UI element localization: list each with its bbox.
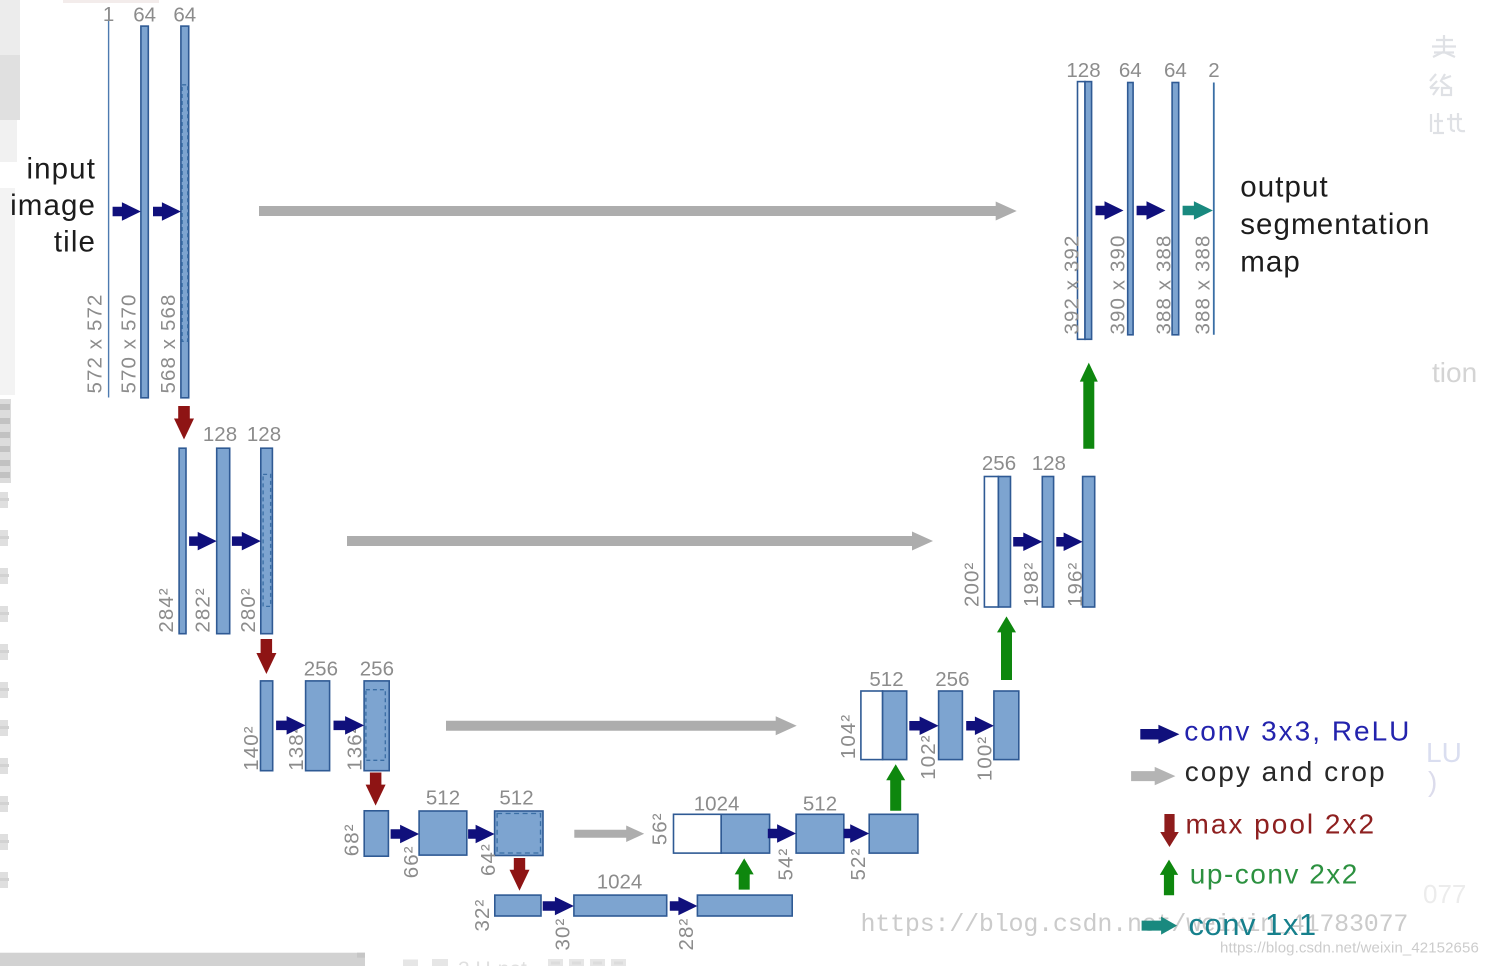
svg-text:64: 64 [173, 4, 196, 27]
svg-text:198²: 198² [1020, 562, 1043, 607]
svg-text:image: image [10, 189, 96, 222]
svg-text:28²: 28² [675, 918, 698, 951]
svg-text:100²: 100² [974, 736, 997, 781]
svg-text:284²: 284² [155, 587, 178, 632]
svg-text:077: 077 [1423, 879, 1466, 909]
svg-text:52²: 52² [847, 848, 870, 881]
svg-text:segmentation: segmentation [1240, 208, 1430, 241]
svg-text:3 U-net: 3 U-net [458, 958, 527, 966]
svg-text:2: 2 [1208, 59, 1219, 82]
svg-text:104²: 104² [837, 714, 860, 759]
svg-text:256: 256 [935, 668, 969, 691]
svg-text:map: map [1240, 245, 1301, 278]
svg-text:conv 3x3, ReLU: conv 3x3, ReLU [1184, 715, 1411, 746]
svg-text:64: 64 [133, 4, 156, 27]
svg-text:512: 512 [869, 668, 903, 691]
svg-text:32²: 32² [471, 899, 494, 932]
svg-text:390 x 390: 390 x 390 [1107, 235, 1130, 335]
svg-text:1024: 1024 [597, 871, 643, 894]
svg-text:1024: 1024 [694, 793, 740, 816]
svg-text:128: 128 [1066, 59, 1100, 82]
svg-text:tile: tile [54, 226, 96, 259]
svg-text:196²: 196² [1064, 562, 1087, 607]
svg-text:https://blog.csdn.net/weixin_4: https://blog.csdn.net/weixin_42152656 [1220, 940, 1479, 957]
svg-text:256: 256 [304, 658, 338, 681]
svg-text:572 x 572: 572 x 572 [84, 294, 107, 394]
svg-text:copy and crop: copy and crop [1185, 756, 1387, 787]
svg-text:tion: tion [1432, 357, 1477, 388]
svg-text:512: 512 [499, 787, 533, 810]
svg-text:512: 512 [803, 793, 837, 816]
svg-text:68²: 68² [341, 823, 364, 856]
svg-text:66²: 66² [400, 845, 423, 878]
svg-text:388 x 388: 388 x 388 [1191, 235, 1214, 335]
svg-text:30²: 30² [552, 918, 575, 951]
svg-text:282²: 282² [192, 587, 215, 632]
svg-text:512: 512 [426, 787, 460, 810]
svg-text:up-conv 2x2: up-conv 2x2 [1190, 858, 1359, 889]
svg-text:568 x 568: 568 x 568 [157, 294, 180, 394]
svg-text:128: 128 [203, 423, 237, 446]
svg-text:input: input [27, 153, 96, 186]
svg-text:64²: 64² [477, 843, 500, 876]
svg-text:https://blog.csdn.net/weixin_4: https://blog.csdn.net/weixin_41783077 [861, 910, 1409, 939]
svg-text:138²: 138² [285, 725, 308, 770]
svg-text:output: output [1240, 171, 1329, 204]
svg-text:conv 1x1: conv 1x1 [1189, 907, 1317, 942]
svg-text:256: 256 [360, 658, 394, 681]
svg-text:1: 1 [103, 3, 114, 26]
svg-text:392 x 392: 392 x 392 [1061, 235, 1084, 335]
svg-text:102²: 102² [917, 734, 940, 779]
svg-text:388 x 388: 388 x 388 [1152, 235, 1175, 335]
svg-text:570 x 570: 570 x 570 [118, 294, 141, 394]
svg-text:256: 256 [982, 452, 1016, 475]
svg-text:128: 128 [247, 423, 281, 446]
svg-text:140²: 140² [240, 725, 263, 770]
svg-text:136²: 136² [343, 725, 366, 770]
svg-text:280²: 280² [237, 587, 260, 632]
svg-text:200²: 200² [961, 562, 984, 607]
svg-text:max pool 2x2: max pool 2x2 [1186, 809, 1377, 840]
svg-text:64: 64 [1164, 59, 1187, 82]
svg-text:64: 64 [1119, 59, 1142, 82]
svg-text:LU: LU [1426, 737, 1462, 768]
svg-text:54²: 54² [774, 848, 797, 881]
svg-text:): ) [1428, 766, 1437, 797]
svg-text:128: 128 [1032, 452, 1066, 475]
svg-text:56²: 56² [648, 812, 671, 845]
